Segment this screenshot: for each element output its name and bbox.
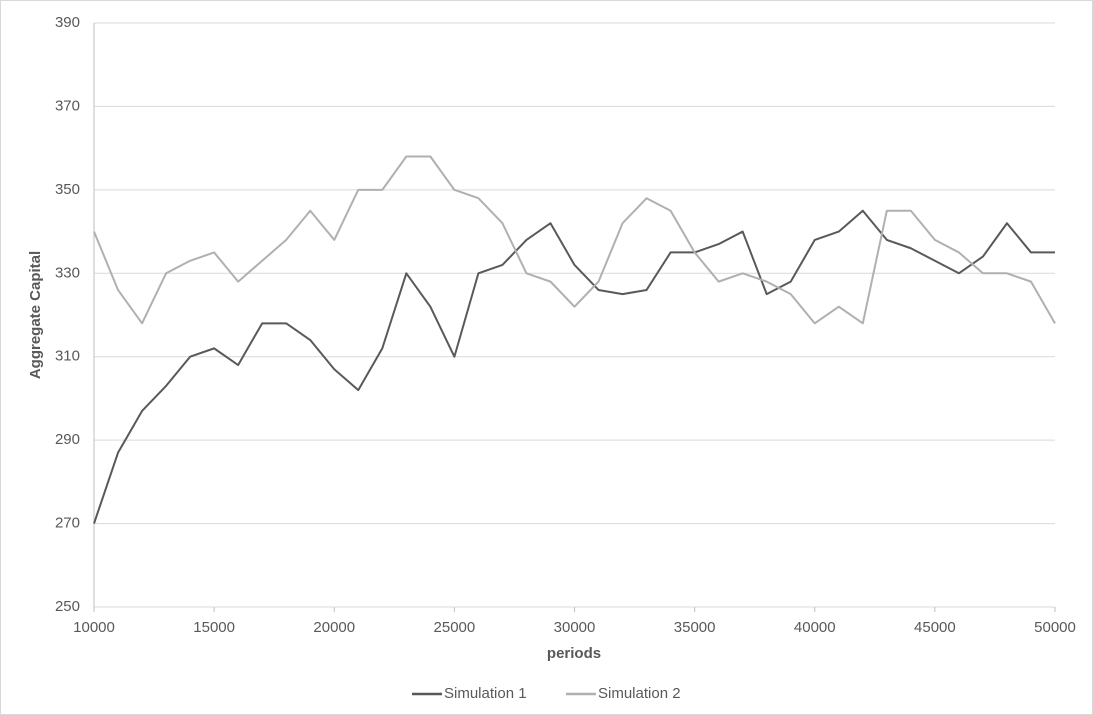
y-tick-label: 270	[55, 515, 80, 532]
x-tick-label: 45000	[914, 619, 956, 636]
x-tick-label: 25000	[434, 619, 476, 636]
y-tick-label: 330	[55, 264, 80, 281]
series-line	[93, 209, 1055, 524]
x-tick-label: 50000	[1034, 619, 1076, 636]
y-tick-label: 290	[55, 431, 80, 448]
y-axis-title: Aggregate Capital	[27, 251, 44, 379]
x-tick-label: 35000	[674, 619, 716, 636]
legend-label: Simulation 2	[598, 685, 681, 702]
x-tick-label: 30000	[554, 619, 596, 636]
x-axis-title: periods	[547, 645, 601, 662]
y-tick-label: 250	[55, 598, 80, 615]
x-tick-label: 15000	[193, 619, 235, 636]
legend-label: Simulation 1	[444, 685, 527, 702]
y-tick-label: 350	[55, 181, 80, 198]
x-tick-label: 20000	[313, 619, 355, 636]
y-tick-label: 370	[55, 97, 80, 114]
y-tick-label: 390	[55, 14, 80, 31]
x-tick-label: 10000	[73, 619, 115, 636]
y-tick-label: 310	[55, 348, 80, 365]
series-line	[93, 155, 1056, 325]
x-tick-label: 40000	[794, 619, 836, 636]
